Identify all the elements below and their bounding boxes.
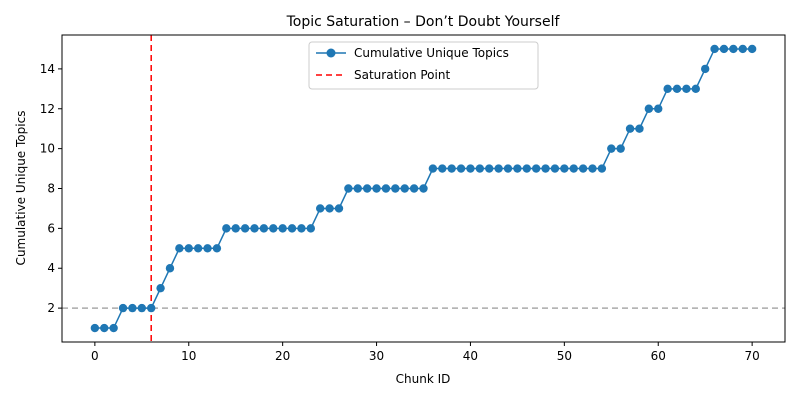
plot-area [62, 35, 785, 342]
x-tick-label: 30 [369, 349, 384, 363]
x-tick-label: 0 [91, 349, 99, 363]
data-point [231, 224, 240, 233]
data-point [607, 144, 616, 153]
data-point [654, 104, 663, 113]
data-point [90, 323, 100, 333]
data-point [625, 124, 635, 133]
data-point [485, 164, 494, 173]
data-point [475, 164, 485, 173]
y-tick-label: 4 [47, 261, 55, 275]
data-point [316, 204, 325, 213]
data-point [644, 104, 654, 113]
data-point [541, 164, 550, 173]
data-point [362, 184, 372, 193]
data-point [494, 164, 503, 173]
legend: Cumulative Unique Topics Saturation Poin… [308, 41, 539, 90]
data-point [531, 164, 541, 173]
data-point [456, 164, 466, 173]
data-point [428, 164, 438, 173]
data-point [747, 44, 757, 54]
x-tick-label: 60 [651, 349, 666, 363]
x-tick-label: 10 [181, 349, 196, 363]
data-point [222, 224, 231, 233]
legend-label-topics: Cumulative Unique Topics [354, 46, 509, 60]
data-point [203, 244, 212, 253]
data-point [503, 164, 513, 173]
legend-label-saturation: Saturation Point [354, 68, 450, 82]
data-point [700, 64, 710, 74]
data-point [597, 164, 607, 173]
data-point [381, 184, 391, 193]
legend-marker-topics [326, 48, 336, 58]
y-tick-label: 6 [47, 221, 55, 235]
data-point [710, 44, 719, 54]
data-point [334, 204, 344, 213]
chart-title: Topic Saturation – Don’t Doubt Yourself [286, 14, 561, 30]
data-point [250, 224, 259, 233]
data-point [344, 184, 353, 193]
data-point [193, 244, 203, 253]
data-point [325, 204, 334, 213]
y-tick-label: 2 [47, 301, 55, 315]
x-tick-label: 20 [275, 349, 290, 363]
data-point [466, 164, 475, 173]
data-point [560, 164, 569, 173]
data-point [240, 224, 250, 233]
data-point [588, 164, 597, 173]
data-point [672, 84, 682, 94]
x-tick-label: 40 [463, 349, 478, 363]
data-point [175, 244, 184, 253]
data-point [259, 224, 269, 233]
x-axis: 0 10 20 30 40 50 60 70 [91, 342, 760, 363]
data-point [635, 124, 644, 133]
data-point [128, 303, 137, 313]
data-point [118, 303, 128, 313]
data-point [372, 184, 381, 193]
data-point [109, 323, 118, 333]
y-axis: 2 4 6 8 10 12 14 [40, 62, 62, 315]
data-point [569, 164, 578, 173]
data-point [663, 84, 672, 94]
data-point [578, 164, 588, 173]
data-point [522, 164, 531, 173]
data-point [212, 244, 222, 253]
data-point [306, 224, 316, 233]
x-tick-label: 50 [557, 349, 572, 363]
data-point [513, 164, 522, 173]
y-tick-label: 14 [40, 62, 55, 76]
x-axis-title: Chunk ID [396, 372, 451, 386]
x-tick-label: 70 [744, 349, 759, 363]
data-point [738, 44, 747, 54]
data-point [137, 303, 147, 313]
legend-box [308, 41, 539, 90]
data-point [550, 164, 560, 173]
y-tick-label: 12 [40, 102, 55, 116]
data-point [400, 184, 409, 193]
y-tick-label: 8 [47, 182, 55, 196]
data-point [438, 164, 447, 173]
data-point [419, 184, 428, 193]
data-point [447, 164, 456, 173]
data-point [729, 44, 738, 54]
data-point [278, 224, 287, 233]
y-tick-label: 10 [40, 142, 55, 156]
data-point [269, 224, 278, 233]
data-point [297, 224, 306, 233]
y-axis-title: Cumulative Unique Topics [14, 111, 28, 266]
data-point [353, 184, 362, 193]
data-point [391, 184, 400, 193]
data-point [409, 184, 419, 193]
data-point [100, 323, 109, 333]
data-point [719, 44, 729, 54]
data-point [682, 84, 691, 94]
data-point [156, 283, 165, 293]
data-point [147, 303, 156, 313]
data-point [184, 244, 193, 253]
data-point [165, 264, 175, 273]
data-point [616, 144, 625, 153]
data-point [287, 224, 297, 233]
data-point [691, 84, 700, 94]
